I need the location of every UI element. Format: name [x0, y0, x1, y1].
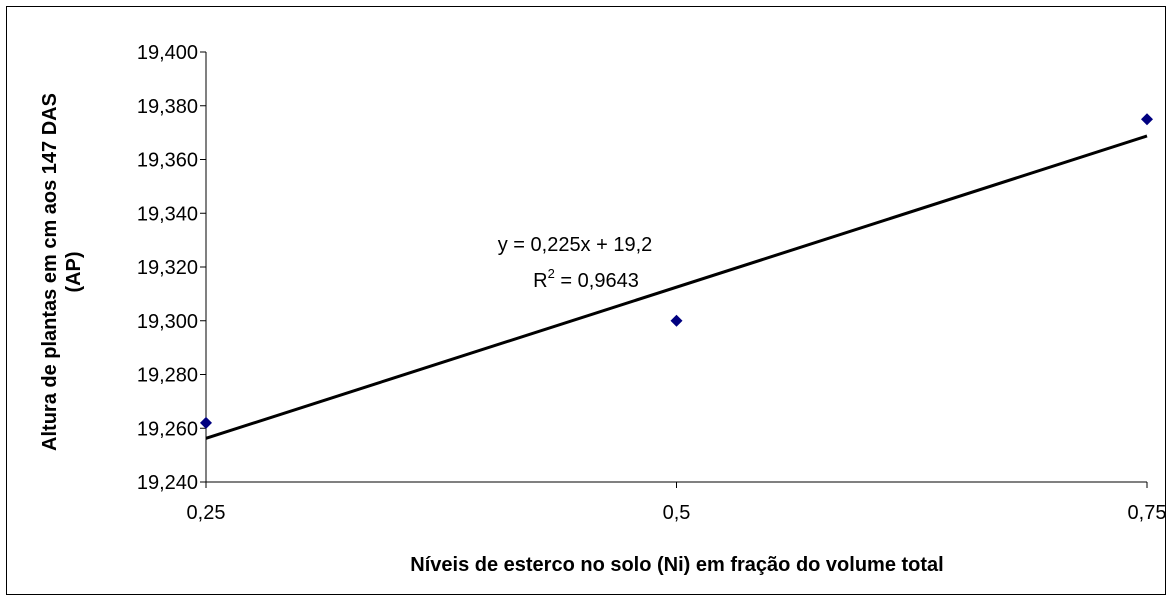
x-axis-title: Níveis de esterco no solo (Ni) em fração…	[410, 554, 943, 576]
r-squared-superscript: 2	[548, 266, 555, 281]
x-tick-label: 0,25	[187, 502, 226, 524]
x-tick-label: 0,5	[663, 502, 691, 524]
y-tick-label: 19,380	[137, 96, 198, 118]
y-tick-label: 19,300	[137, 311, 198, 333]
data-point-diamond	[670, 314, 683, 327]
x-tick-label: 0,75	[1128, 502, 1167, 524]
y-tick-label: 19,340	[137, 203, 198, 225]
y-tick-label: 19,240	[137, 472, 198, 494]
trendline-line	[205, 134, 1148, 440]
y-axis-title-line2: (AP)	[63, 251, 85, 292]
y-tick-label: 19,400	[137, 42, 198, 64]
y-tick-label: 19,260	[137, 418, 198, 440]
y-tick-label: 19,320	[137, 257, 198, 279]
x-axis: 0,25 0,5 0,75	[187, 481, 1167, 524]
data-point-diamond	[1141, 113, 1153, 126]
r-squared-label: R2 = 0,9643	[533, 266, 639, 292]
data-points	[200, 113, 1153, 429]
chart-frame	[6, 6, 1166, 595]
data-point-diamond	[200, 416, 212, 429]
y-axis: 19,240 19,260 19,280 19,300 19,320 19,340 19,3…	[137, 42, 207, 494]
trend-equation: y = 0,225x + 19,2	[498, 234, 653, 256]
y-axis-title-line1: Altura de plantas em cm aos 147 DAS	[39, 93, 61, 451]
y-tick-label: 19,280	[137, 365, 198, 387]
r-squared-prefix: R	[533, 270, 547, 292]
y-tick-label: 19,360	[137, 150, 198, 172]
trendline	[205, 134, 1148, 440]
r-squared-value: = 0,9643	[555, 270, 639, 292]
